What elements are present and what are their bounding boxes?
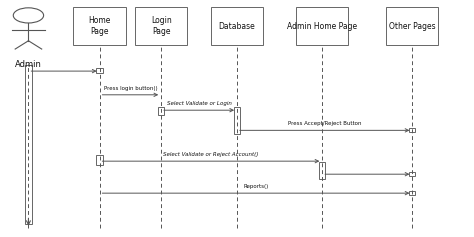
Text: Press Accept/Reject Button: Press Accept/Reject Button <box>288 121 362 126</box>
Bar <box>96 68 102 73</box>
Text: Login
Page: Login Page <box>151 16 172 36</box>
Bar <box>211 7 263 45</box>
Text: Other Pages: Other Pages <box>389 22 436 31</box>
Bar <box>410 172 415 176</box>
Bar <box>73 7 126 45</box>
Bar <box>319 162 325 179</box>
Text: Admin: Admin <box>15 60 42 69</box>
Text: Select Validate or Reject Account(): Select Validate or Reject Account() <box>163 152 259 157</box>
Text: Select Validate or Login: Select Validate or Login <box>167 101 231 106</box>
Bar <box>135 7 187 45</box>
Bar <box>96 155 102 165</box>
Text: Home
Page: Home Page <box>88 16 111 36</box>
Bar <box>25 65 32 224</box>
Bar <box>234 107 240 134</box>
Bar <box>410 191 415 195</box>
Bar <box>158 107 164 115</box>
Text: Reports(): Reports() <box>243 184 269 189</box>
Text: Admin Home Page: Admin Home Page <box>287 22 357 31</box>
Bar <box>296 7 348 45</box>
Text: Database: Database <box>219 22 255 31</box>
Bar <box>410 128 415 132</box>
Bar <box>386 7 438 45</box>
Text: Press login button(): Press login button() <box>103 86 157 91</box>
